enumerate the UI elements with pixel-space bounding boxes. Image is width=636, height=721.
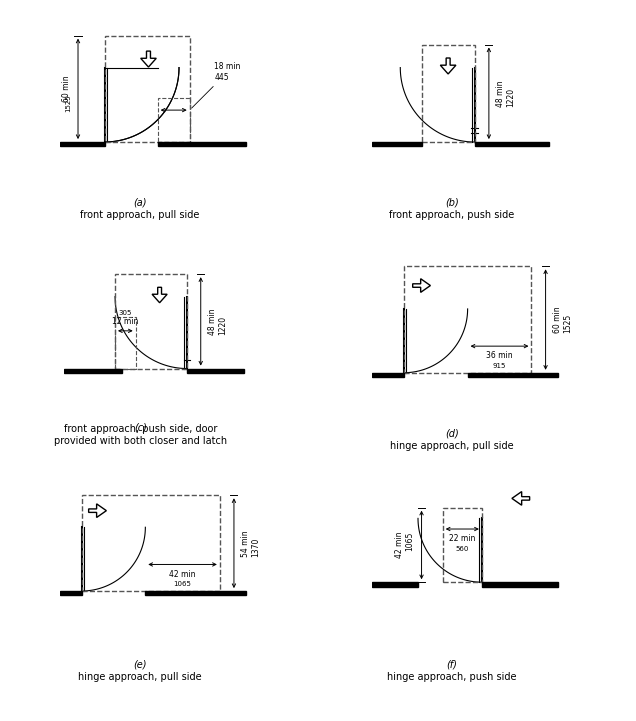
Bar xyxy=(60,142,104,146)
Bar xyxy=(467,373,558,377)
Text: 48 min
1220: 48 min 1220 xyxy=(496,80,515,107)
Text: (a): (a) xyxy=(134,198,147,208)
Text: 60 min: 60 min xyxy=(62,76,71,102)
Text: 915: 915 xyxy=(493,363,506,369)
Polygon shape xyxy=(88,504,106,518)
Text: 18 min
445: 18 min 445 xyxy=(191,62,241,108)
Bar xyxy=(158,142,246,146)
Text: 54 min
1370: 54 min 1370 xyxy=(241,530,260,557)
Polygon shape xyxy=(152,287,167,303)
Text: 48 min
1220: 48 min 1220 xyxy=(207,308,227,335)
Text: 305: 305 xyxy=(119,310,132,317)
Polygon shape xyxy=(141,51,156,67)
Polygon shape xyxy=(413,279,431,292)
Text: 1525: 1525 xyxy=(65,94,71,112)
Bar xyxy=(372,373,404,377)
Bar xyxy=(187,368,244,373)
Text: 12 min: 12 min xyxy=(112,317,139,326)
Text: (f): (f) xyxy=(446,659,457,669)
Text: 560: 560 xyxy=(455,546,469,552)
Text: 42 min
1065: 42 min 1065 xyxy=(395,531,415,558)
Polygon shape xyxy=(440,58,456,74)
Polygon shape xyxy=(512,492,530,505)
Text: 42 min: 42 min xyxy=(169,570,196,579)
Text: hinge approach, pull side: hinge approach, pull side xyxy=(390,441,513,451)
Bar xyxy=(60,591,81,596)
Text: hinge approach, pull side: hinge approach, pull side xyxy=(78,672,202,681)
Bar xyxy=(482,582,558,587)
Text: (d): (d) xyxy=(445,428,459,438)
Bar xyxy=(372,582,418,587)
Bar xyxy=(372,142,422,146)
Text: front approach, push side: front approach, push side xyxy=(389,211,515,220)
Text: (e): (e) xyxy=(134,659,147,669)
Text: 36 min: 36 min xyxy=(486,351,513,360)
Text: 1065: 1065 xyxy=(174,581,191,588)
Text: front approach, pull side: front approach, pull side xyxy=(80,211,200,220)
Text: 60 min
1525: 60 min 1525 xyxy=(553,306,572,333)
Bar xyxy=(474,142,549,146)
Bar xyxy=(64,368,122,373)
Text: hinge approach, push side: hinge approach, push side xyxy=(387,672,516,681)
Text: (c): (c) xyxy=(134,423,147,432)
Text: front approach, push side, door
provided with both closer and latch: front approach, push side, door provided… xyxy=(54,425,227,446)
Bar xyxy=(146,591,246,596)
Text: (b): (b) xyxy=(445,198,459,208)
Text: 22 min: 22 min xyxy=(449,534,476,544)
